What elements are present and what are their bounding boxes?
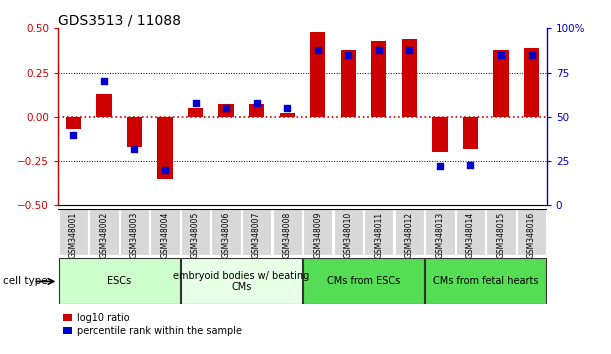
Point [282,105,292,111]
Bar [181,258,302,304]
Text: GSM348001: GSM348001 [69,212,78,258]
Point [374,47,384,52]
Bar [303,258,424,304]
Text: CMs from fetal hearts: CMs from fetal hearts [433,276,538,286]
Bar [334,209,363,255]
Text: GSM348004: GSM348004 [161,212,169,258]
Text: GSM348016: GSM348016 [527,212,536,258]
Text: GSM348010: GSM348010 [344,212,353,258]
Text: GSM348015: GSM348015 [497,212,505,258]
Bar [242,209,271,255]
Bar [59,209,88,255]
Bar [211,209,241,255]
Bar [425,258,546,304]
Point [313,47,323,52]
Bar [181,209,210,255]
Point [99,79,109,84]
Bar [395,209,424,255]
Text: GDS3513 / 11088: GDS3513 / 11088 [58,13,181,27]
Text: GSM348002: GSM348002 [100,212,108,258]
Text: GSM348003: GSM348003 [130,212,139,258]
Bar [494,50,508,117]
Bar [364,209,393,255]
Bar [249,104,264,117]
Bar [150,209,180,255]
Text: GSM348008: GSM348008 [283,212,291,258]
Bar [158,117,173,179]
Bar [524,48,540,117]
Text: ESCs: ESCs [107,276,131,286]
Bar [66,117,81,129]
Bar [303,209,332,255]
Text: GSM348011: GSM348011 [375,212,383,258]
Bar [120,209,149,255]
Text: GSM348014: GSM348014 [466,212,475,258]
Bar [371,41,386,117]
Point [252,100,262,105]
Bar [188,108,203,117]
Bar [273,209,302,255]
Point [191,100,200,105]
Text: GSM348006: GSM348006 [222,212,230,258]
Text: GSM348007: GSM348007 [252,212,261,258]
Bar [341,50,356,117]
Bar [463,117,478,149]
Bar [219,104,234,117]
Point [160,167,170,173]
Legend: log10 ratio, percentile rank within the sample: log10 ratio, percentile rank within the … [63,313,241,336]
Point [130,146,139,152]
Bar [456,209,485,255]
Point [221,105,231,111]
Point [496,52,506,58]
Point [466,162,475,167]
Point [404,47,414,52]
Point [343,52,353,58]
Text: embryoid bodies w/ beating
CMs: embryoid bodies w/ beating CMs [174,270,309,292]
Point [435,164,445,169]
Text: GSM348009: GSM348009 [313,212,322,258]
Bar [280,113,295,117]
Bar [517,209,546,255]
Bar [402,39,417,117]
Text: CMs from ESCs: CMs from ESCs [327,276,400,286]
Bar [97,94,112,117]
Bar [127,117,142,147]
Bar [59,258,180,304]
Text: GSM348013: GSM348013 [436,212,444,258]
Point [527,52,536,58]
Point [68,132,78,137]
Text: cell type: cell type [3,276,48,286]
Text: GSM348005: GSM348005 [191,212,200,258]
Bar [310,32,326,117]
Bar [89,209,119,255]
Text: GSM348012: GSM348012 [405,212,414,258]
Bar [425,209,455,255]
Bar [433,117,447,152]
Bar [486,209,516,255]
